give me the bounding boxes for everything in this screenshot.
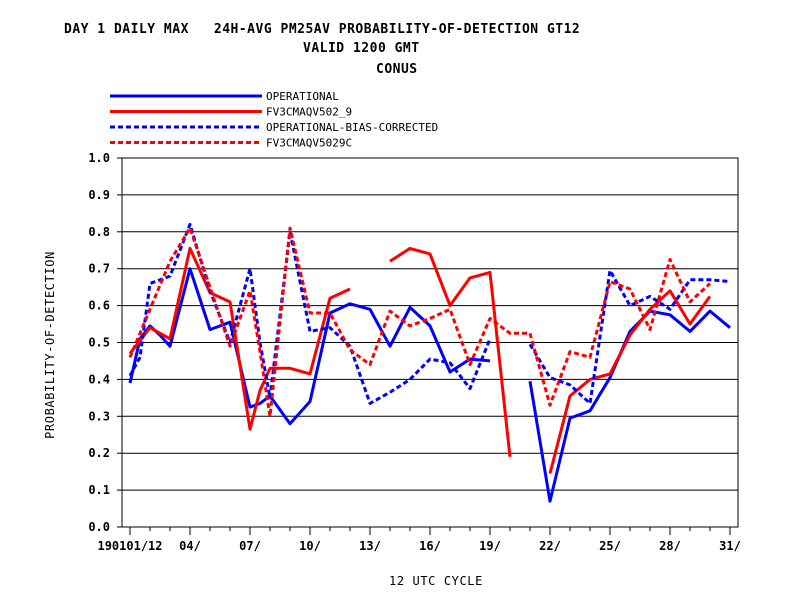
legend-label: OPERATIONAL-BIAS-CORRECTED	[266, 121, 438, 134]
series-line-2	[389, 246, 512, 458]
x-tick-label: 07/	[239, 539, 261, 553]
legend: OPERATIONAL FV3CMAQV502_9 OPERATIONAL-BIAS…	[110, 90, 438, 150]
y-axis-label: PROBABILITY-OF-DETECTION	[43, 251, 57, 439]
x-tick-label: 22/	[539, 539, 561, 553]
series-line-3	[128, 222, 492, 405]
grid-lines	[122, 157, 738, 528]
y-tick-label: 0.7	[88, 262, 110, 276]
x-tick-label: 19/	[479, 539, 501, 553]
x-tick-label: 16/	[419, 539, 441, 553]
legend-label: FV3CMAQV5029C	[266, 137, 352, 150]
y-tick-label: 0.6	[88, 299, 110, 313]
y-tick-label: 0.3	[88, 409, 110, 423]
y-tick-label: 0.9	[88, 188, 110, 202]
legend-label: FV3CMAQV502_9	[266, 106, 352, 119]
chart-subtitle-valid: VALID 1200 GMT	[303, 41, 420, 56]
x-tick-label: 13/	[359, 539, 381, 553]
series-line-1	[128, 267, 491, 426]
chart-title: DAY 1 DAILY MAX 24H-AVG PM25AV PROBABILI…	[64, 22, 581, 37]
x-axis-label: 12 UTC CYCLE	[389, 574, 483, 588]
y-tick-label: 0.0	[88, 520, 110, 534]
legend-label: OPERATIONAL	[266, 90, 339, 103]
y-tick-label: 0.1	[88, 483, 110, 497]
x-tick-label: 31/	[719, 539, 741, 553]
axes: 0.0 0.1 0.2 0.3 0.4 0.5 0.6 0.7 0.8 0.9 1.0 190101/…	[88, 151, 741, 553]
series-line-2	[128, 246, 351, 431]
x-tick-label: 04/	[179, 539, 201, 553]
series-line-4	[128, 226, 712, 418]
series-lines	[128, 222, 731, 503]
x-tick-label: 190101/12	[97, 539, 162, 553]
x-tick-label: 25/	[599, 539, 621, 553]
x-tick-label: 10/	[299, 539, 321, 553]
y-tick-label: 0.4	[88, 372, 110, 386]
y-tick-label: 1.0	[88, 151, 110, 165]
y-tick-label: 0.2	[88, 446, 110, 460]
series-line-1	[528, 309, 731, 503]
chart-subtitle-region: CONUS	[376, 62, 418, 77]
y-tick-label: 0.5	[88, 336, 110, 350]
y-tick-label: 0.8	[88, 225, 110, 239]
x-tick-label: 28/	[659, 539, 681, 553]
series-line-2	[548, 289, 712, 474]
